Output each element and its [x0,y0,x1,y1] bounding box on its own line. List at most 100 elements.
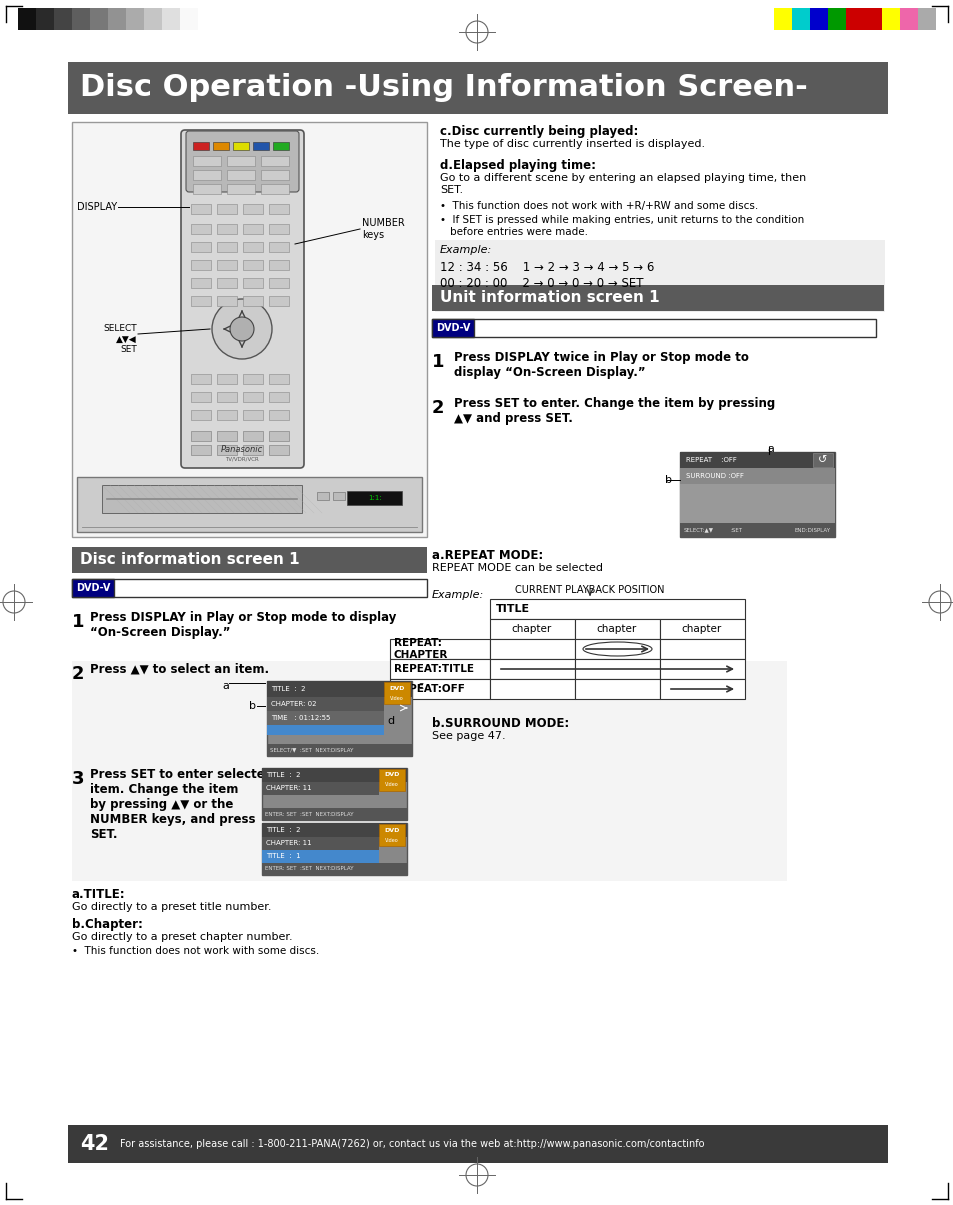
Text: Panasonic: Panasonic [221,445,263,453]
Bar [191,242,211,252]
Bar [390,678,490,699]
Text: REPEAT:OFF: REPEAT:OFF [394,684,464,694]
Text: Video: Video [385,837,398,842]
Bar [243,242,263,252]
Bar [378,769,405,790]
Bar [365,492,376,500]
Text: ENTER: SET  :SET  NEXT:DISPLAY: ENTER: SET :SET NEXT:DISPLAY [265,811,354,817]
Text: chapter: chapter [512,624,552,634]
Bar [253,142,269,149]
Text: c.Disc currently being played:: c.Disc currently being played: [439,125,638,139]
Bar [126,8,144,30]
Bar [191,224,211,234]
Text: For assistance, please call : 1-800-211-PANA(7262) or, contact us via the web at: For assistance, please call : 1-800-211-… [120,1139,703,1150]
Text: chapter: chapter [681,624,721,634]
Text: b.SURROUND MODE:: b.SURROUND MODE: [432,717,569,730]
Text: Video: Video [385,782,398,788]
Bar [216,242,236,252]
Bar [193,142,209,149]
Text: TITLE  :  2: TITLE : 2 [271,686,305,692]
Bar [262,768,407,782]
Bar [575,639,659,659]
Text: SELECT
▲▼◀
SET: SELECT ▲▼◀ SET [103,324,137,354]
Bar [243,260,263,270]
Circle shape [230,317,253,341]
Text: d: d [387,716,394,725]
Bar [262,823,407,875]
Text: SELECT:▲▼: SELECT:▲▼ [683,528,713,533]
Bar [773,8,791,30]
Bar [262,782,378,795]
Bar [68,1125,887,1163]
Text: Disc information screen 1: Disc information screen 1 [80,553,299,568]
Bar [384,682,410,704]
Bar [243,410,263,421]
Text: ↺: ↺ [818,455,827,465]
Bar [191,445,211,455]
FancyBboxPatch shape [186,131,298,192]
Bar [809,8,827,30]
Text: REPEAT    :OFF: REPEAT :OFF [685,457,736,463]
Text: Press DISPLAY in Play or Stop mode to display
“On-Screen Display.”: Press DISPLAY in Play or Stop mode to di… [90,611,395,639]
Circle shape [212,299,272,359]
Text: TV/VDR/VCR: TV/VDR/VCR [225,457,258,462]
Text: See page 47.: See page 47. [432,731,505,741]
Text: •  If SET is pressed while making entries, unit returns to the condition: • If SET is pressed while making entries… [439,214,803,225]
Bar [659,619,744,639]
Bar [845,8,863,30]
Bar [435,240,884,312]
Bar [180,8,198,30]
Bar [191,410,211,421]
Text: 42: 42 [80,1134,109,1154]
Text: Go directly to a preset title number.: Go directly to a preset title number. [71,903,272,912]
Bar [216,224,236,234]
Bar [267,725,384,735]
Bar [267,696,384,711]
Bar [262,823,407,837]
Bar [243,392,263,402]
Text: SURROUND :OFF: SURROUND :OFF [685,474,743,480]
Text: •  This function does not work with some discs.: • This function does not work with some … [71,946,319,956]
Bar [227,155,254,166]
Bar [216,410,236,421]
Text: •  This function does not work with +R/+RW and some discs.: • This function does not work with +R/+R… [439,201,758,211]
Bar [262,768,407,819]
Text: DVD: DVD [389,686,404,690]
Bar [316,492,329,500]
Bar [216,260,236,270]
Bar [243,204,263,214]
Bar [432,319,474,337]
Text: TITLE  :  1: TITLE : 1 [266,853,300,859]
Text: b.Chapter:: b.Chapter: [71,918,143,931]
Bar [262,837,378,850]
Bar [378,824,405,846]
Bar [191,296,211,306]
Bar [193,184,221,194]
Bar [827,8,845,30]
Bar [432,286,883,311]
Bar [269,410,289,421]
Text: DVD: DVD [384,772,399,777]
Bar [90,8,108,30]
Bar [213,142,229,149]
Bar [262,850,378,863]
Bar [216,296,236,306]
Bar [227,184,254,194]
Bar [216,278,236,288]
Bar [269,392,289,402]
Text: 1: 1 [432,353,444,371]
Bar [659,659,744,678]
Bar [679,452,834,468]
Text: TITLE  :  2: TITLE : 2 [266,827,300,833]
Bar [432,319,875,337]
Text: d.Elapsed playing time:: d.Elapsed playing time: [439,159,596,172]
Bar [269,374,289,384]
Bar [261,184,289,194]
Text: 2: 2 [432,399,444,417]
Text: chapter: chapter [597,624,637,634]
Bar [261,170,289,180]
Text: a.REPEAT MODE:: a.REPEAT MODE: [432,549,542,562]
Text: Video: Video [390,695,403,700]
Bar [227,170,254,180]
Bar [269,431,289,441]
